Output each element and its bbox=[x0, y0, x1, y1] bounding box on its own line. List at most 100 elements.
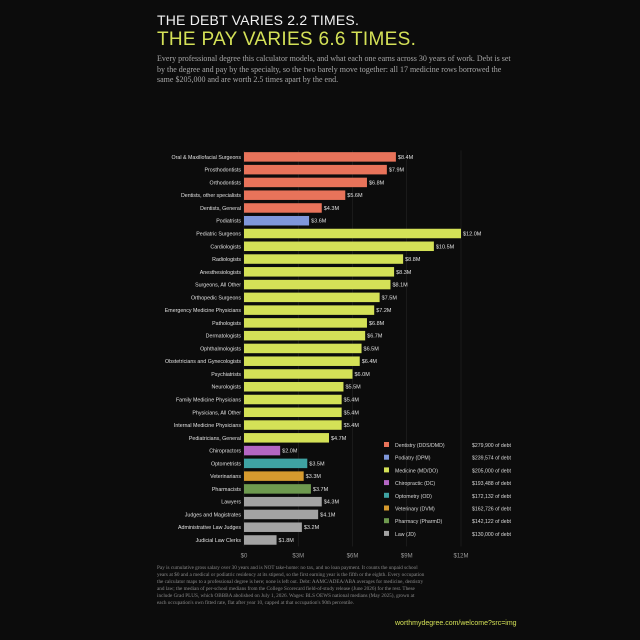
value-label: $7.5M bbox=[382, 295, 398, 301]
legend-debt: $162,726 of debt bbox=[472, 507, 512, 513]
value-label: $8.1M bbox=[392, 283, 408, 289]
value-label: $3.3M bbox=[306, 474, 322, 480]
legend-label: Veterinary (DVM) bbox=[395, 507, 435, 513]
value-label: $10.5M bbox=[436, 244, 455, 250]
row-label: Administrative Law Judges bbox=[178, 525, 241, 531]
row-label: Family Medicine Physicians bbox=[176, 398, 241, 404]
row-label: Oral & Maxillofacial Surgeons bbox=[172, 155, 242, 161]
legend-debt: $172,132 of debt bbox=[472, 494, 512, 500]
legend-label: Podiatry (DPM) bbox=[395, 456, 431, 462]
legend-swatch bbox=[384, 530, 389, 536]
value-label: $5.4M bbox=[344, 423, 360, 429]
legend-label: Chiropractic (DC) bbox=[395, 481, 435, 487]
row-label: Chiropractors bbox=[209, 449, 241, 455]
row-label: Obstetricians and Gynecologists bbox=[165, 359, 241, 365]
bar bbox=[244, 433, 329, 443]
x-tick-label: $9M bbox=[401, 553, 413, 559]
bar bbox=[244, 535, 277, 545]
bar bbox=[244, 420, 342, 430]
row-label: Physicians, All Other bbox=[192, 410, 241, 416]
bar bbox=[244, 471, 304, 481]
value-label: $3.6M bbox=[311, 219, 327, 225]
bar bbox=[244, 241, 434, 252]
bar bbox=[244, 318, 367, 328]
header: THE DEBT VARIES 2.2 TIMES. THE PAY VARIE… bbox=[157, 12, 517, 86]
row-label: Dentists, other specialists bbox=[181, 193, 241, 199]
bar bbox=[244, 152, 396, 162]
row-label: Psychiatrists bbox=[211, 372, 241, 378]
row-label: Pharmacists bbox=[212, 487, 241, 493]
bar bbox=[244, 254, 404, 264]
x-tick-label: $3M bbox=[292, 553, 304, 559]
row-label: Radiologists bbox=[212, 257, 241, 263]
value-label: $5.5M bbox=[345, 385, 361, 391]
row-label: Pediatric Surgeons bbox=[196, 232, 241, 238]
legend-swatch bbox=[384, 442, 389, 447]
bar bbox=[244, 522, 302, 532]
row-label: Internal Medicine Physicians bbox=[174, 423, 241, 429]
bar bbox=[244, 190, 346, 200]
row-label: Veterinarians bbox=[210, 474, 241, 480]
bar bbox=[244, 279, 391, 290]
bar bbox=[244, 292, 380, 303]
legend-debt: $142,122 of debt bbox=[472, 519, 512, 525]
value-label: $3.7M bbox=[313, 487, 329, 493]
x-tick-label: $12M bbox=[453, 553, 468, 559]
x-tick-label: $0 bbox=[241, 553, 248, 559]
title-line-2: THE PAY VARIES 6.6 TIMES. bbox=[157, 29, 417, 50]
legend-label: Medicine (MD/DO) bbox=[395, 468, 438, 474]
bar bbox=[244, 267, 395, 277]
bar bbox=[244, 343, 362, 354]
legend-swatch bbox=[384, 505, 389, 511]
legend-swatch bbox=[384, 467, 389, 473]
row-label: Neurologists bbox=[212, 385, 242, 391]
bar bbox=[244, 305, 375, 315]
legend-label: Optometry (OD) bbox=[395, 494, 432, 500]
legend-swatch bbox=[384, 454, 389, 460]
value-label: $4.7M bbox=[331, 436, 347, 442]
row-label: Judges and Magistrates bbox=[185, 512, 242, 518]
bar bbox=[244, 394, 342, 405]
legend-debt: $239,574 of debt bbox=[472, 456, 512, 462]
value-label: $4.1M bbox=[320, 512, 336, 518]
row-label: Prosthodontists bbox=[204, 168, 241, 174]
legend-debt: $279,900 of debt bbox=[472, 443, 512, 449]
value-label: $6.7M bbox=[367, 334, 383, 340]
legend-debt: $193,488 of debt bbox=[472, 481, 512, 487]
row-label: Pathologists bbox=[212, 321, 241, 327]
bar bbox=[244, 484, 311, 494]
row-label: Podiatrists bbox=[216, 219, 241, 225]
value-label: $4.3M bbox=[324, 206, 340, 212]
value-label: $6.8M bbox=[369, 321, 385, 327]
value-label: $7.2M bbox=[376, 308, 392, 314]
source-url[interactable]: worthmydegree.com/welcome?src=img bbox=[395, 620, 517, 627]
value-label: $4.3M bbox=[324, 500, 340, 506]
row-label: Orthopedic Surgeons bbox=[191, 295, 241, 301]
bar bbox=[244, 496, 322, 507]
bar bbox=[244, 407, 342, 418]
x-tick-label: $6M bbox=[347, 553, 359, 559]
row-label: Judicial Law Clerks bbox=[196, 538, 242, 544]
value-label: $5.4M bbox=[344, 410, 360, 416]
legend-swatch bbox=[384, 518, 389, 524]
row-label: Cardiologists bbox=[210, 244, 241, 250]
value-label: $5.4M bbox=[344, 398, 360, 404]
bar bbox=[244, 369, 353, 379]
subtitle: Every professional degree this calculato… bbox=[157, 54, 511, 84]
bar bbox=[244, 509, 319, 520]
legend-label: Dentistry (DDS/DMD) bbox=[395, 443, 445, 449]
value-label: $3.2M bbox=[304, 525, 320, 531]
bar bbox=[244, 164, 387, 175]
bar bbox=[244, 215, 310, 226]
row-label: Surgeons, All Other bbox=[195, 283, 241, 289]
row-label: Orthodontists bbox=[209, 180, 241, 186]
title-line-1: THE DEBT VARIES 2.2 TIMES. bbox=[157, 12, 360, 28]
value-label: $6.4M bbox=[362, 359, 378, 365]
row-label: Ophthalmologists bbox=[200, 346, 241, 352]
legend-debt: $130,000 of debt bbox=[472, 532, 512, 538]
bar bbox=[244, 381, 344, 392]
value-label: $5.6M bbox=[347, 193, 363, 199]
legend-swatch bbox=[384, 492, 389, 498]
legend-label: Law (JD) bbox=[395, 532, 416, 538]
